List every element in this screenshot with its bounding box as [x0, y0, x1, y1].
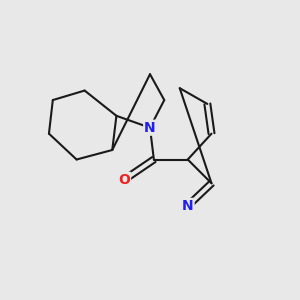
Text: N: N — [144, 121, 156, 135]
Text: N: N — [182, 199, 194, 213]
Text: O: O — [118, 173, 130, 187]
